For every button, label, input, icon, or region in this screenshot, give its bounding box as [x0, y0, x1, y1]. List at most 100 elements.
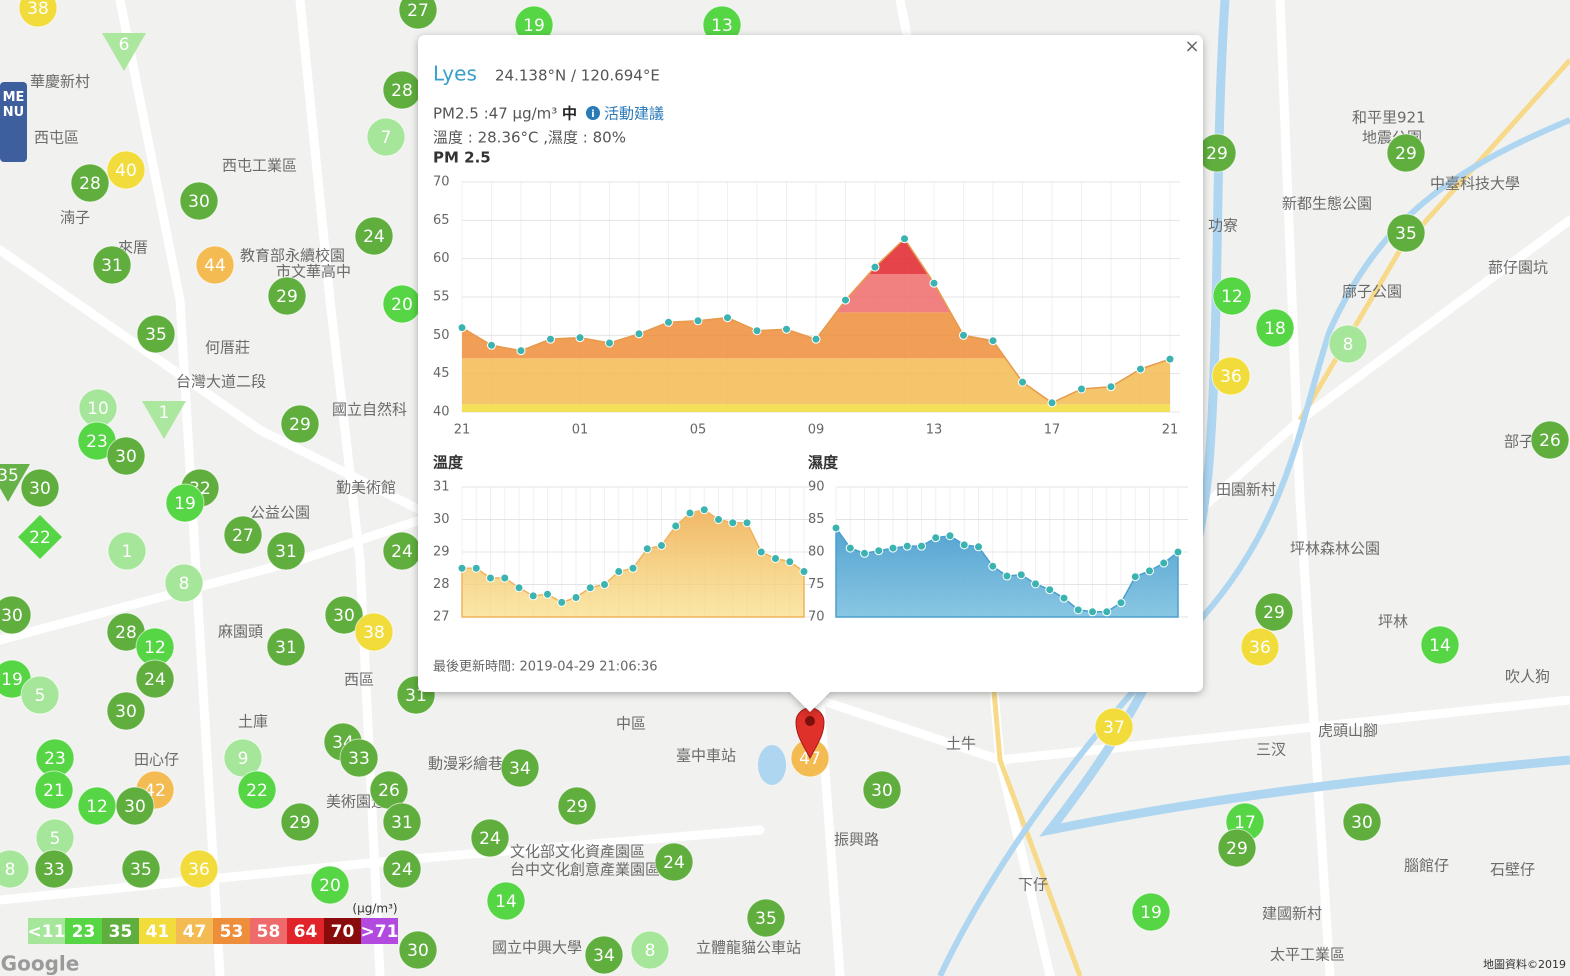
station-name: Lyes [433, 62, 477, 86]
marker-value: 9 [238, 749, 249, 769]
marker-value: 24 [363, 227, 385, 247]
marker [1131, 892, 1171, 932]
data-point [752, 326, 762, 336]
data-point [831, 523, 841, 533]
place-label: 建國新村 [1262, 905, 1322, 923]
marker-value: 33 [43, 860, 65, 880]
marker-value: 28 [115, 623, 137, 643]
legend-label: >71 [361, 922, 399, 942]
y-tick-label: 29 [433, 545, 450, 560]
marker [1255, 308, 1295, 348]
marker-value: 1 [122, 542, 133, 562]
marker-value: 29 [1395, 144, 1417, 164]
marker-triangle [142, 401, 186, 439]
marker [1328, 324, 1368, 364]
marker-value: 7 [381, 128, 392, 148]
data-point [874, 546, 884, 556]
data-point [929, 278, 939, 288]
marker [339, 738, 379, 778]
place-label: 湳子 [60, 209, 90, 227]
marker-value: 44 [204, 256, 226, 276]
marker-value: 30 [333, 606, 355, 626]
marker [106, 436, 146, 476]
data-point [585, 583, 595, 593]
place-label: 公益公園 [250, 504, 310, 522]
y-tick-label: 80 [808, 545, 825, 560]
data-point [723, 313, 732, 323]
menu-label[interactable]: MENU [2, 90, 25, 120]
data-point [1045, 585, 1055, 595]
marker [1240, 627, 1280, 667]
marker-value: 18 [1264, 319, 1286, 339]
data-point [557, 597, 567, 607]
info-popup: × Lyes 24.138°N / 120.694°E PM2.5 :47 μg… [418, 35, 1203, 712]
marker [1342, 802, 1382, 842]
y-tick-label: 60 [433, 251, 450, 266]
marker-diamond [18, 515, 62, 559]
data-point [671, 521, 681, 531]
marker-value: 36 [188, 860, 210, 880]
legend-swatch [28, 918, 65, 944]
marker [1094, 707, 1134, 747]
river [937, 117, 1570, 976]
data-point [841, 295, 850, 305]
marker [382, 802, 422, 842]
place-label: 西區 [344, 671, 374, 689]
marker-value: 21 [43, 781, 65, 801]
data-point [870, 262, 880, 272]
y-tick-label: 75 [808, 577, 825, 592]
marker-value: 28 [79, 174, 101, 194]
area-zone [462, 404, 1170, 412]
marker [398, 930, 438, 970]
data-point [664, 317, 673, 327]
data-point [988, 561, 998, 571]
marker-value: 30 [1, 606, 23, 626]
marker [121, 849, 161, 889]
advice-link[interactable]: 活動建議 [604, 105, 664, 123]
data-point [528, 591, 538, 601]
marker-value: 24 [663, 853, 685, 873]
marker [1530, 420, 1570, 460]
marker-value: 12 [86, 797, 108, 817]
marker-value: 24 [391, 542, 413, 562]
legend-label: 47 [183, 922, 207, 942]
marker [106, 691, 146, 731]
data-point [514, 583, 524, 593]
place-label: 坪林 [1378, 613, 1408, 631]
menu-button[interactable] [0, 82, 27, 162]
marker [135, 659, 175, 699]
marker-value: 29 [1263, 603, 1285, 623]
y-tick-label: 85 [808, 512, 825, 527]
marker [107, 531, 147, 571]
data-point [457, 323, 467, 333]
marker-value: 14 [1429, 636, 1451, 656]
y-tick-label: 70 [808, 610, 825, 625]
place-label: 麻園頭 [218, 623, 263, 641]
data-point [1059, 593, 1069, 603]
marker [70, 163, 110, 203]
place-label: 下仔 [1018, 876, 1048, 894]
legend-swatch [287, 918, 324, 944]
y-tick-label: 65 [433, 213, 450, 228]
marker-value: 29 [289, 813, 311, 833]
data-point [714, 515, 723, 524]
data-point [546, 334, 555, 344]
place-label: 臺中車站 [676, 747, 736, 765]
place-label: 立體龍貓公車站 [696, 939, 801, 957]
data-point [811, 334, 821, 344]
marker [630, 930, 670, 970]
marker [366, 117, 406, 157]
marker-value: 30 [871, 781, 893, 801]
legend-swatch [176, 918, 213, 944]
y-tick-label: 50 [433, 328, 450, 343]
data-point [1130, 572, 1140, 582]
data-point [1136, 364, 1145, 374]
marker [1211, 356, 1251, 396]
marker [1212, 276, 1252, 316]
close-button[interactable]: × [1184, 36, 1199, 57]
place-label: 三汊 [1256, 741, 1286, 759]
x-tick-label: 21 [1162, 423, 1179, 438]
marker-value: 31 [275, 542, 297, 562]
place-label: 石壁仔 [1490, 861, 1535, 879]
legend-label: 23 [72, 922, 96, 942]
